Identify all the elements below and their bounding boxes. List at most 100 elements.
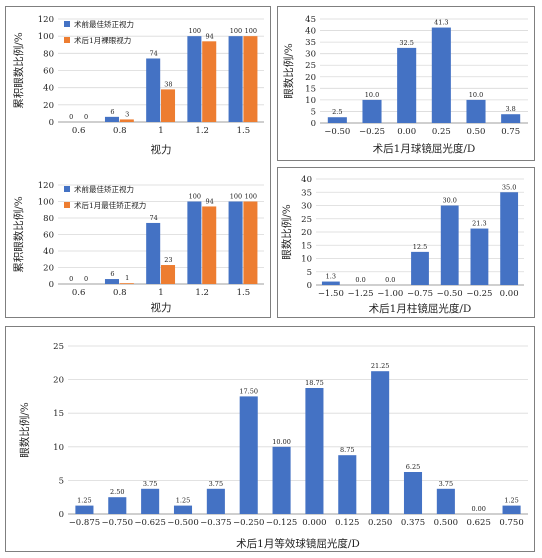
legend-label: 术后1月裸眼视力 xyxy=(74,35,131,45)
y-tick-label: 5 xyxy=(59,476,64,486)
x-tick-label: 0.750 xyxy=(499,518,523,528)
y-tick-label: 15 xyxy=(305,84,316,94)
data-label: 1.25 xyxy=(504,497,518,505)
y-axis-title: 眼数比例/% xyxy=(282,43,295,99)
bar xyxy=(327,117,347,123)
y-tick-label: 0 xyxy=(307,281,312,291)
data-label: 2.5 xyxy=(332,108,342,116)
bar xyxy=(338,455,357,514)
bar xyxy=(501,114,521,123)
y-axis-title: 眼数比例/% xyxy=(18,402,31,458)
y-tick-label: 0 xyxy=(311,119,316,129)
data-label: 6.25 xyxy=(406,463,420,471)
data-label: 10.00 xyxy=(272,438,291,446)
y-tick-label: 25 xyxy=(305,61,316,71)
data-label: 3 xyxy=(125,110,129,118)
data-label: 3.75 xyxy=(209,480,223,488)
y-tick-label: 0 xyxy=(59,510,64,520)
y-tick-label: 60 xyxy=(43,67,54,77)
x-tick-label: 1.2 xyxy=(195,288,209,298)
bar xyxy=(239,396,258,514)
bar xyxy=(202,206,217,284)
chart-panel-cylindrical: 0 5 10 15 20 25 30 35 40 眼数比例/% −1.50 1.3 −1.25 0.0 −1… xyxy=(277,167,535,318)
bar xyxy=(436,488,455,514)
legend-label: 术前最佳矫正视力 xyxy=(74,19,134,29)
y-tick-label: 120 xyxy=(38,15,54,25)
chart-visual-acuity: 0 20 40 60 80 100 120 累积眼数比例/% 0.6 0 0 0.8 6 3 1 74 38 1.… xyxy=(12,15,264,314)
y-tick-label: 40 xyxy=(43,84,54,94)
y-tick-label: 35 xyxy=(301,188,312,198)
bar xyxy=(104,279,119,284)
x-tick-label: 0.6 xyxy=(72,126,86,136)
x-axis-title: 视力 xyxy=(151,301,172,314)
bar xyxy=(500,192,519,285)
data-label: 35.0 xyxy=(502,183,516,191)
data-label: 100 xyxy=(189,27,201,35)
y-tick-label: 80 xyxy=(43,214,54,224)
data-label: 0 xyxy=(84,113,88,121)
x-tick-label: −0.875 xyxy=(69,518,100,528)
x-tick-label: 0.250 xyxy=(368,518,392,528)
x-tick-label: −0.500 xyxy=(167,518,198,528)
data-label: 0 xyxy=(69,275,73,283)
data-label: 0.0 xyxy=(355,276,365,284)
data-label: 21.25 xyxy=(371,362,390,370)
data-label: 17.50 xyxy=(239,387,258,395)
x-tick-label: 0.375 xyxy=(401,518,425,528)
y-tick-label: 5 xyxy=(311,107,316,117)
bar xyxy=(397,47,417,124)
bar xyxy=(228,36,243,122)
chart-4-group: 0 5 10 15 20 25 眼数比例/% −0.875 1.25 −0.750 2.50 −0.6… xyxy=(18,342,528,550)
chart-0-group: 0 20 40 60 80 100 120 累积眼数比例/% 0.6 0 0 0.8 6 3 1 74 38 1.… xyxy=(12,15,264,156)
data-label: 1.3 xyxy=(326,273,336,281)
legend-label: 术后1月最佳矫正视力 xyxy=(74,200,146,210)
data-label: 3.8 xyxy=(505,105,515,113)
data-label: 23 xyxy=(164,256,172,264)
data-label: 38 xyxy=(164,80,172,88)
y-tick-label: 100 xyxy=(38,32,54,42)
bar xyxy=(440,205,459,285)
data-label: 6 xyxy=(110,108,114,116)
x-tick-label: −1.25 xyxy=(348,289,374,299)
x-tick-label: −0.125 xyxy=(266,518,297,528)
bar xyxy=(119,119,134,122)
data-label: 74 xyxy=(149,214,157,222)
x-tick-label: 0.8 xyxy=(113,288,127,298)
data-label: 100 xyxy=(230,27,242,35)
data-label: 0 xyxy=(84,275,88,283)
y-tick-label: 25 xyxy=(53,342,64,352)
y-tick-label: 20 xyxy=(53,376,64,386)
data-label: 1.25 xyxy=(77,497,91,505)
y-tick-label: 20 xyxy=(43,101,54,111)
legend-label: 术前最佳矫正视力 xyxy=(74,184,134,194)
data-label: 100 xyxy=(245,193,257,201)
x-tick-label: −0.25 xyxy=(359,127,385,137)
bar xyxy=(187,201,202,284)
chart-panel-visual-acuity: 0 20 40 60 80 100 120 累积眼数比例/% 0.6 0 0 0.8 6 3 1 74 38 1.… xyxy=(5,6,271,318)
bar xyxy=(243,201,258,284)
x-tick-label: −0.50 xyxy=(324,127,350,137)
data-label: 3.75 xyxy=(439,480,453,488)
bar xyxy=(119,283,134,284)
x-tick-label: 1 xyxy=(158,288,163,298)
x-tick-label: 0.625 xyxy=(467,518,491,528)
bar xyxy=(470,228,489,285)
data-label: 6 xyxy=(110,270,114,278)
bar xyxy=(108,497,127,514)
bar xyxy=(502,505,521,514)
y-tick-label: 15 xyxy=(53,409,64,419)
y-axis-title: 累积眼数比例/% xyxy=(12,196,25,273)
data-label: 94 xyxy=(205,32,213,40)
x-tick-label: −0.750 xyxy=(102,518,133,528)
y-tick-label: 40 xyxy=(305,27,316,37)
y-tick-label: 30 xyxy=(305,50,316,60)
bar xyxy=(243,36,258,122)
x-tick-label: 0.25 xyxy=(432,127,451,137)
y-tick-label: 40 xyxy=(301,175,312,185)
x-tick-label: −0.50 xyxy=(437,289,463,299)
bar xyxy=(466,99,486,123)
x-tick-label: −0.625 xyxy=(134,518,165,528)
y-tick-label: 35 xyxy=(305,38,316,48)
y-tick-label: 25 xyxy=(301,215,312,225)
